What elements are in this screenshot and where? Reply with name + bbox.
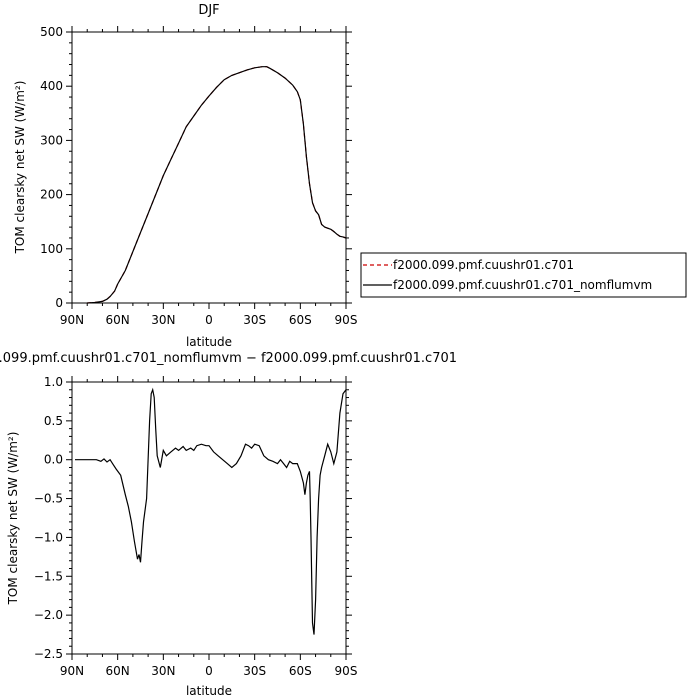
bottom-x-tick-label: 90N (60, 664, 84, 678)
top-x-axis-label: latitude (186, 335, 232, 349)
top-plot-frame (71, 31, 347, 304)
legend-box (360, 252, 687, 298)
bottom-y-tick-label: 0.5 (44, 414, 63, 428)
bottom-y-tick-label: −2.5 (34, 647, 63, 661)
bottom-y-tick-label: −1.5 (34, 569, 63, 583)
bottom-y-tick-label: 0.0 (44, 453, 63, 467)
bottom-y-tick-label: −2.0 (34, 608, 63, 622)
top-x-tick-label: 60N (106, 313, 130, 327)
top-y-tick-label: 500 (40, 25, 63, 39)
top-x-tick-label: 60S (289, 313, 312, 327)
top-panel: DJF 90N 60N 30N 0 30S 60S 90S 0 100 200 300 400 500… (13, 3, 357, 349)
bottom-panel: f2000.099.pmf.cuushr01.c701_nomflumvm − … (0, 351, 457, 698)
top-x-tick-label: 30S (243, 313, 266, 327)
legend-label-nomflumvm: f2000.099.pmf.cuushr01.c701_nomflumvm (393, 278, 652, 292)
bottom-x-ticks: 90N 60N 30N 0 30S 60S 90S (60, 376, 358, 678)
top-x-ticks: 90N 60N 30N 0 30S 60S 90S (60, 26, 358, 327)
top-x-tick-label: 30N (151, 313, 175, 327)
bottom-x-tick-label: 90S (335, 664, 358, 678)
bottom-y-tick-label: −0.5 (34, 492, 63, 506)
bottom-y-tick-label: −1.0 (34, 530, 63, 544)
bottom-plot-frame (71, 381, 347, 655)
bottom-y-tick-label: 1.0 (44, 375, 63, 389)
bottom-x-tick-label: 60S (289, 664, 312, 678)
top-series-line-1 (87, 66, 347, 304)
bottom-y-axis-label: TOM clearsky net SW (W/m²) (6, 432, 20, 606)
bottom-x-tick-label: 30N (151, 664, 175, 678)
legend-label-control: f2000.099.pmf.cuushr01.c701 (393, 258, 574, 272)
top-y-tick-label: 400 (40, 79, 63, 93)
bottom-chart-title: f2000.099.pmf.cuushr01.c701_nomflumvm − … (0, 351, 457, 366)
top-y-ticks: 0 100 200 300 400 500 (40, 25, 352, 310)
top-x-tick-label: 90N (60, 313, 84, 327)
legend: f2000.099.pmf.cuushr01.c701 f2000.099.pm… (360, 252, 687, 298)
bottom-x-tick-label: 30S (243, 664, 266, 678)
bottom-plot-area (75, 387, 347, 635)
bottom-x-tick-label: 60N (106, 664, 130, 678)
top-y-tick-label: 100 (40, 242, 63, 256)
top-y-axis-label: TOM clearsky net SW (W/m²) (13, 81, 27, 255)
top-x-tick-label: 0 (205, 313, 213, 327)
top-y-tick-label: 200 (40, 188, 63, 202)
top-y-tick-label: 0 (55, 296, 63, 310)
top-plot-area (87, 66, 347, 304)
bottom-x-axis-label: latitude (186, 684, 232, 698)
top-y-tick-label: 300 (40, 133, 63, 147)
top-chart-title: DJF (198, 3, 219, 18)
bottom-series-line-0 (75, 387, 347, 635)
bottom-x-tick-label: 0 (205, 664, 213, 678)
bottom-y-ticks: 1.0 0.5 0.0 −0.5 −1.0 −1.5 −2.0 −2.5 (34, 375, 352, 661)
top-x-tick-label: 90S (335, 313, 358, 327)
